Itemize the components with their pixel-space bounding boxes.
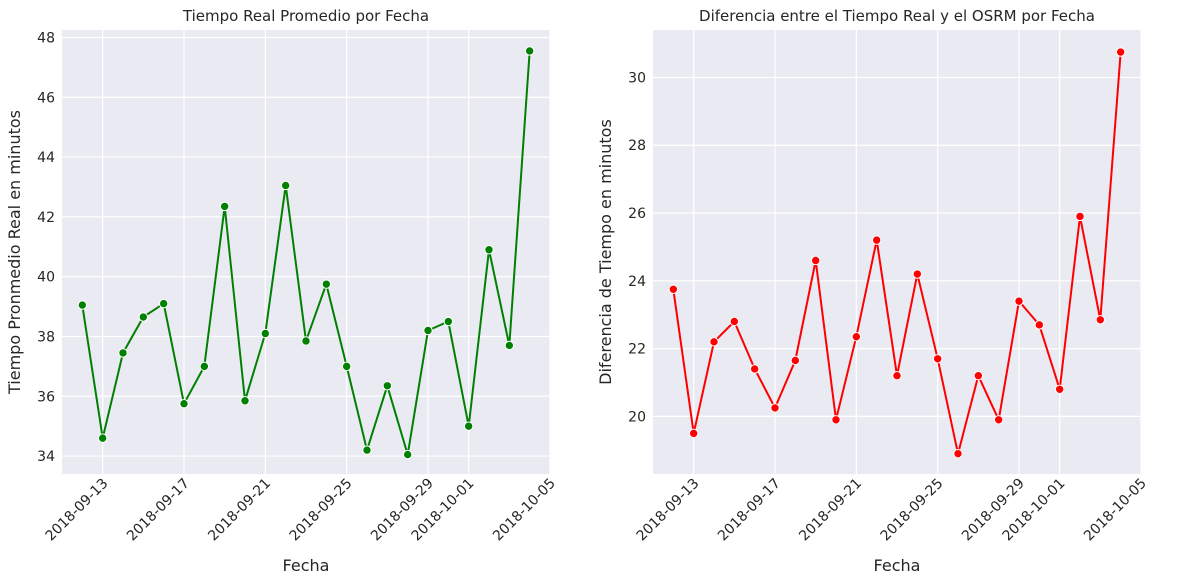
x-tick-label: 2018-09-21	[205, 476, 274, 545]
x-tick-label: 2018-09-25	[287, 476, 356, 545]
data-point	[851, 332, 862, 342]
data-point	[382, 381, 393, 391]
x-tick-label: 2018-09-13	[43, 476, 112, 545]
y-tick-label: 30	[628, 70, 646, 86]
data-point	[199, 361, 210, 372]
x-axis-label: Fecha	[874, 556, 921, 575]
data-point	[831, 415, 841, 425]
plot-area	[62, 30, 550, 474]
data-point	[362, 445, 372, 455]
x-tick-label: 2018-09-21	[796, 476, 865, 545]
y-tick-label: 34	[37, 449, 55, 465]
data-point	[1115, 47, 1126, 57]
y-tick-label: 40	[37, 270, 55, 286]
data-point	[770, 403, 780, 413]
y-tick-label: 36	[37, 389, 55, 405]
data-point	[912, 269, 923, 279]
y-tick-label: 26	[628, 206, 646, 222]
data-point	[892, 371, 902, 381]
data-point	[810, 255, 821, 266]
data-point	[749, 364, 760, 374]
x-tick-label: 2018-09-17	[124, 476, 193, 545]
y-tick-label: 24	[628, 274, 646, 290]
data-point	[77, 300, 88, 310]
data-point	[973, 371, 984, 381]
data-point	[729, 316, 740, 327]
data-point	[463, 421, 474, 431]
data-point	[709, 337, 719, 347]
data-point	[280, 180, 291, 191]
y-tick-label: 48	[37, 30, 55, 46]
data-point	[341, 361, 352, 372]
data-point	[1075, 211, 1085, 222]
x-axis-label: Fecha	[283, 556, 330, 575]
y-tick-label: 42	[37, 210, 55, 226]
y-axis-label: Diferencia de Tiempo en minutos	[596, 119, 615, 385]
y-tick-label: 46	[37, 90, 55, 106]
data-point	[138, 312, 149, 322]
data-point	[240, 396, 250, 406]
y-axis-label: Tiempo Pronmedio Real en minutos	[5, 110, 24, 395]
chart-title: Tiempo Real Promedio por Fecha	[182, 7, 429, 25]
data-point	[97, 433, 108, 443]
data-point	[1054, 384, 1065, 394]
y-tick-label: 38	[37, 329, 55, 345]
data-point	[932, 354, 943, 364]
y-tick-label: 22	[628, 342, 646, 358]
data-point	[1014, 296, 1024, 306]
y-tick-label: 20	[628, 409, 646, 425]
data-point	[524, 46, 535, 56]
data-point	[668, 284, 679, 294]
data-point	[158, 298, 169, 309]
data-point	[179, 399, 189, 409]
data-point	[423, 325, 433, 336]
x-tick-label: 2018-09-17	[715, 476, 784, 545]
data-point	[402, 449, 413, 460]
data-point	[953, 448, 963, 459]
data-point	[301, 336, 311, 346]
data-point	[1095, 315, 1106, 325]
x-tick-label: 2018-09-25	[878, 476, 947, 545]
data-point	[443, 316, 454, 327]
plot-area	[653, 30, 1141, 474]
data-point	[790, 355, 801, 366]
data-point	[484, 245, 494, 255]
y-tick-label: 28	[628, 138, 646, 154]
data-point	[504, 340, 515, 351]
data-point	[321, 279, 332, 289]
data-point	[219, 201, 230, 212]
data-point	[260, 328, 271, 339]
chart-title: Diferencia entre el Tiempo Real y el OSR…	[699, 7, 1095, 25]
x-tick-label: 2018-10-05	[1081, 476, 1150, 545]
data-point	[688, 428, 699, 439]
x-tick-label: 2018-09-13	[634, 476, 703, 545]
y-tick-label: 44	[37, 150, 55, 166]
data-point	[118, 348, 128, 358]
data-point	[1034, 320, 1045, 330]
data-point	[871, 235, 882, 245]
data-point	[993, 415, 1004, 425]
x-tick-label: 2018-10-05	[490, 476, 559, 545]
